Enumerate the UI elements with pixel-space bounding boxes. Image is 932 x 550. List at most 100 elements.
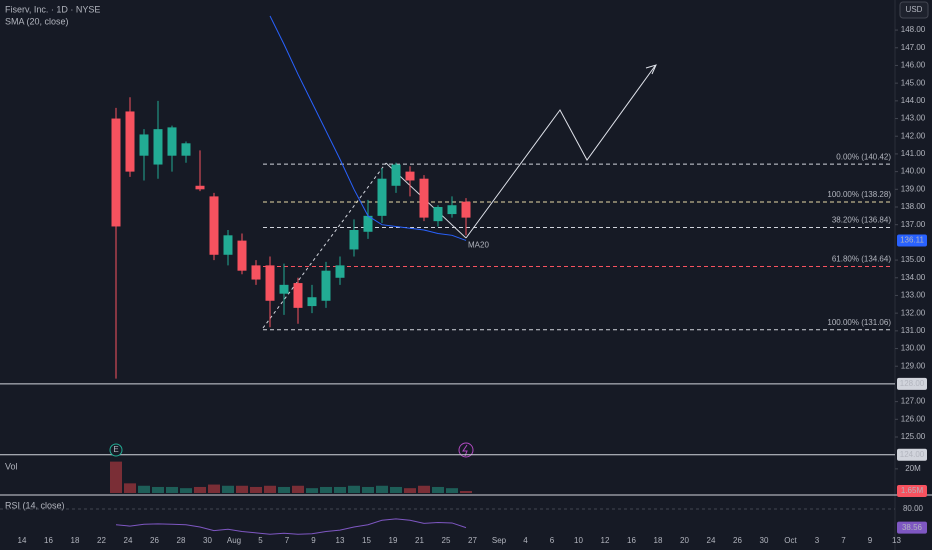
x-tick-label: 24 [124,536,133,545]
x-tick-label: 14 [18,536,27,545]
chart-title: Fiserv, Inc. · 1D · NYSE [5,4,100,14]
y-tick-label: 144.00 [901,96,926,105]
candle-body [461,201,471,218]
x-tick-label: 20 [680,536,689,545]
x-tick-label: 21 [415,536,424,545]
projection-arrow [645,64,657,75]
rsi-line [115,518,467,535]
volume-bar [180,488,192,493]
volume-bar [278,486,290,493]
x-tick-label: 25 [442,536,451,545]
volume-bar [194,486,206,493]
volume-bar [404,488,416,493]
x-tick-label: 13 [336,536,345,545]
x-tick-label: 30 [203,536,212,545]
sma-label: MA20 [468,241,489,250]
x-tick-label: 9 [868,536,873,545]
x-tick-label: 5 [258,536,263,545]
y-tick-label: 130.00 [901,344,926,353]
rsi-tick-label: 80.00 [903,504,924,513]
y-tick-label: 129.00 [901,361,926,370]
volume-bar [348,485,360,493]
fib-label: 61.80% (134.64) [832,255,891,264]
x-tick-label: 18 [654,536,663,545]
candle-body [111,118,121,227]
price-badge [897,448,927,461]
fib-label: 38.20% (136.84) [832,216,891,225]
y-tick-label: 141.00 [901,149,926,158]
volume-bar [292,485,304,493]
candle-body [363,215,373,232]
x-tick-label: 13 [892,536,901,545]
x-tick-label: 18 [71,536,80,545]
volume-badge [897,485,927,498]
price-badge-label: 128.00 [900,379,925,388]
x-tick-label: 7 [285,536,290,545]
candle-body [419,178,429,218]
earnings-icon [109,443,123,457]
y-tick-label: 143.00 [901,114,926,123]
x-tick-label: 10 [574,536,583,545]
y-tick-label: 127.00 [901,397,926,406]
y-tick-label: 137.00 [901,220,926,229]
price-badge-label: 124.00 [900,450,925,459]
candle-body [237,240,247,271]
x-tick-label: 28 [177,536,186,545]
x-tick-label: 22 [97,536,106,545]
candle-body [335,265,345,278]
fib-label: 0.00% (140.42) [836,152,891,161]
y-tick-label: 138.00 [901,202,926,211]
volume-bar [390,486,402,493]
volume-bar [460,491,472,493]
volume-bar [124,483,136,493]
x-tick-label: 26 [733,536,742,545]
projection-path [465,65,656,239]
x-tick-label: Sep [492,536,507,545]
y-tick-label: 147.00 [901,43,926,52]
volume-bar [334,486,346,493]
x-tick-label: Oct [784,536,797,545]
volume-bar [306,488,318,493]
x-tick-label: 3 [815,536,820,545]
rsi-badge [897,521,927,534]
candle-body [195,185,205,190]
y-tick-label: 146.00 [901,61,926,70]
candle-body [307,297,317,307]
x-tick-label: 16 [627,536,636,545]
x-tick-label: 12 [601,536,610,545]
dividend-icon-glyph [462,444,468,457]
y-tick-label: 134.00 [901,273,926,282]
x-tick-label: 9 [311,536,316,545]
x-tick-label: 19 [389,536,398,545]
x-tick-label: 4 [523,536,528,545]
sma-badge [897,234,927,247]
candle-body [377,178,387,216]
volume-bar [418,485,430,493]
x-tick-label: 7 [841,536,846,545]
volume-bar [432,486,444,493]
candle-body [181,143,191,156]
candle-body [223,235,233,255]
y-tick-label: 148.00 [901,25,926,34]
candle-body [405,171,415,181]
volume-bar [236,485,248,493]
candle-body [209,196,219,255]
candle-body [125,111,135,172]
x-tick-label: 24 [707,536,716,545]
x-tick-label: 6 [550,536,555,545]
candle-body [139,134,149,156]
y-tick-label: 139.00 [901,184,926,193]
trend-line [262,162,387,329]
sma-line [269,15,467,241]
rsi-badge-label: 38.56 [902,523,923,532]
x-tick-label: 30 [760,536,769,545]
candle-body [321,270,331,301]
dividend-icon[interactable] [458,442,474,458]
y-tick-label: 140.00 [901,167,926,176]
candle-body [433,207,443,222]
candle-body [153,129,163,165]
currency-button[interactable] [899,1,929,19]
volume-bar [152,486,164,493]
y-tick-label: 133.00 [901,291,926,300]
volume-bar [110,461,122,493]
